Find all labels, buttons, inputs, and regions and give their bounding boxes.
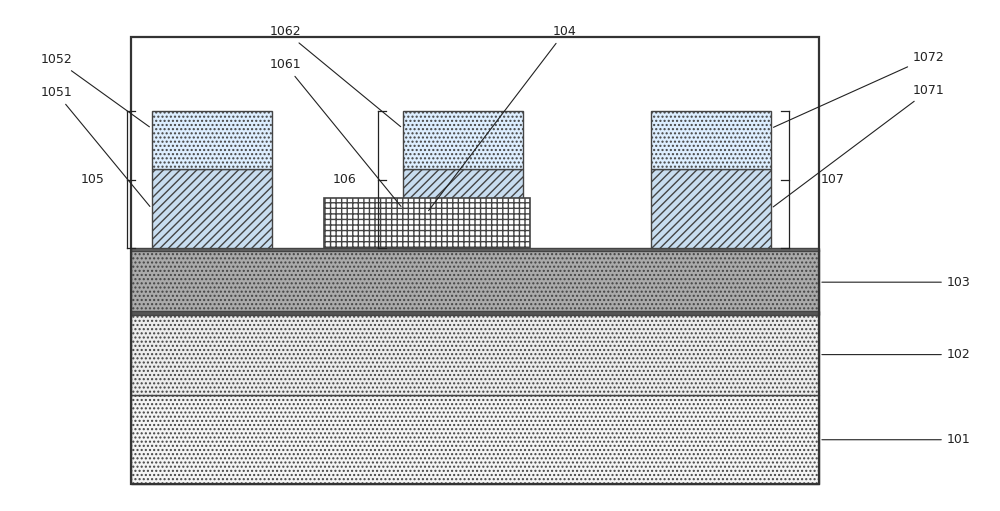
Text: 1052: 1052 (40, 53, 149, 127)
Bar (131, 311, 819, 315)
Bar (131, 396, 819, 484)
Bar (403, 111, 523, 169)
Bar (131, 37, 819, 484)
Bar (403, 169, 523, 248)
Text: 102: 102 (822, 348, 971, 361)
Text: 1072: 1072 (773, 51, 945, 127)
Text: 107: 107 (821, 173, 845, 187)
Bar (324, 198, 530, 248)
Text: 104: 104 (429, 26, 577, 211)
Text: 1051: 1051 (40, 86, 150, 206)
Text: 105: 105 (81, 173, 105, 187)
Text: 1062: 1062 (270, 26, 401, 127)
Text: 106: 106 (332, 173, 356, 187)
Text: 103: 103 (822, 275, 971, 289)
Bar (651, 169, 771, 248)
Bar (131, 314, 819, 396)
Text: 1071: 1071 (773, 84, 945, 207)
Bar (651, 111, 771, 169)
Text: 101: 101 (822, 433, 971, 446)
Bar (152, 169, 272, 248)
Text: 1061: 1061 (270, 58, 401, 206)
Bar (152, 111, 272, 169)
Bar (131, 250, 819, 314)
Bar (131, 248, 819, 251)
